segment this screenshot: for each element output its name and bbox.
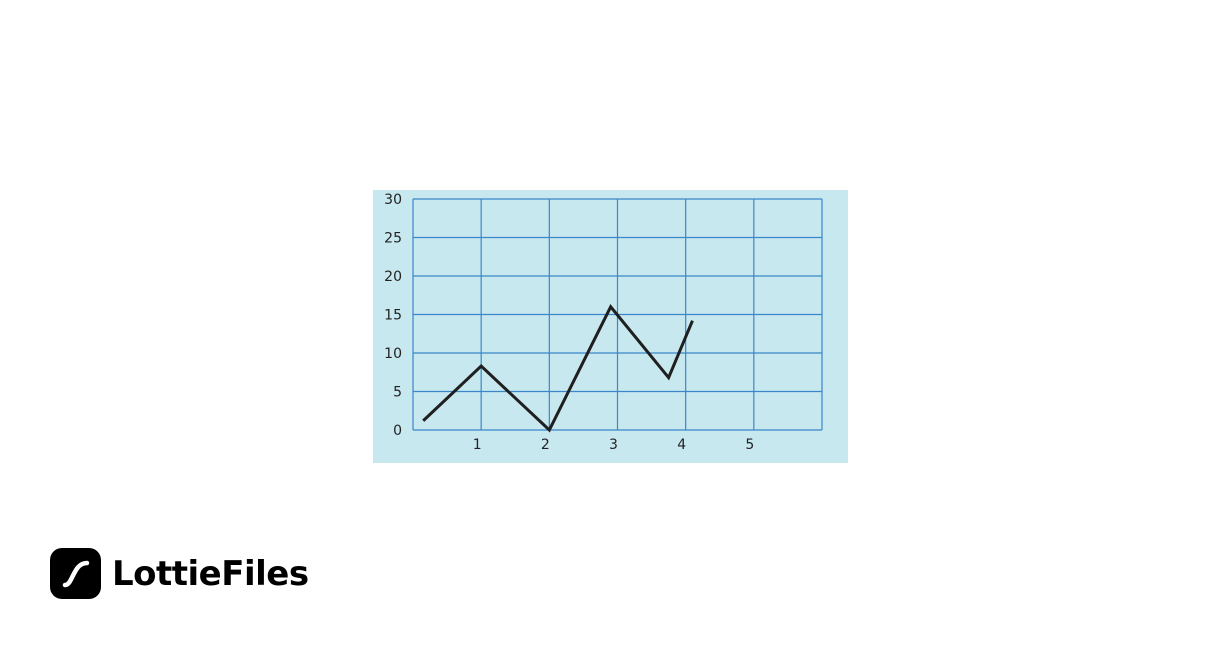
x-tick-label: 4 bbox=[677, 437, 686, 453]
lottiefiles-logo-icon bbox=[50, 548, 101, 599]
line-chart: 0 5 10 15 20 25 30 1 2 3 4 5 bbox=[373, 190, 848, 463]
y-tick-label: 10 bbox=[384, 346, 402, 362]
y-tick-label: 20 bbox=[384, 269, 402, 285]
chart-background bbox=[373, 190, 848, 463]
brand-name: LottieFiles bbox=[112, 553, 309, 594]
lottiefiles-logo: LottieFiles bbox=[50, 548, 309, 599]
series-line bbox=[422, 304, 694, 433]
x-tick-label: 5 bbox=[745, 437, 754, 453]
x-tick-label: 2 bbox=[541, 437, 550, 453]
y-tick-label: 0 bbox=[393, 423, 402, 439]
x-tick-label: 3 bbox=[609, 437, 618, 453]
y-tick-label: 30 bbox=[384, 192, 402, 208]
y-tick-label: 15 bbox=[384, 308, 402, 324]
y-tick-label: 5 bbox=[393, 385, 402, 401]
y-tick-label: 25 bbox=[384, 231, 402, 247]
x-tick-label: 1 bbox=[473, 437, 482, 453]
